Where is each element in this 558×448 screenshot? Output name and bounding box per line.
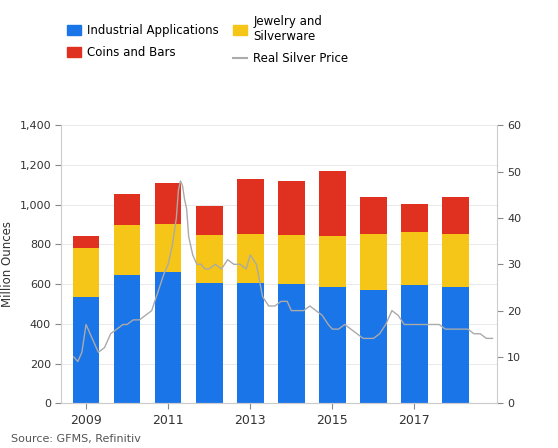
- Bar: [319, 236, 346, 287]
- Bar: [278, 235, 305, 284]
- Bar: [73, 236, 99, 249]
- Bar: [360, 290, 387, 403]
- Bar: [73, 297, 99, 403]
- Bar: [114, 224, 141, 275]
- Y-axis label: Million Ounces: Million Ounces: [1, 221, 14, 307]
- Bar: [237, 179, 263, 234]
- Bar: [196, 206, 223, 235]
- Bar: [401, 232, 428, 285]
- Bar: [319, 172, 346, 236]
- Bar: [360, 234, 387, 290]
- Bar: [237, 234, 263, 283]
- Bar: [237, 283, 263, 403]
- Bar: [114, 194, 141, 224]
- Text: Source: GFMS, Refinitiv: Source: GFMS, Refinitiv: [11, 434, 141, 444]
- Bar: [155, 224, 181, 272]
- Bar: [401, 204, 428, 232]
- Bar: [319, 287, 346, 403]
- Bar: [114, 275, 141, 403]
- Bar: [196, 235, 223, 283]
- Bar: [442, 233, 469, 287]
- Bar: [442, 197, 469, 233]
- Bar: [196, 283, 223, 403]
- Bar: [401, 285, 428, 403]
- Bar: [360, 198, 387, 234]
- Legend: Industrial Applications, Coins and Bars, Jewelry and
Silverware, Real Silver Pri: Industrial Applications, Coins and Bars,…: [68, 15, 348, 65]
- Bar: [73, 249, 99, 297]
- Bar: [155, 272, 181, 403]
- Bar: [155, 183, 181, 224]
- Bar: [278, 284, 305, 403]
- Bar: [442, 287, 469, 403]
- Bar: [278, 181, 305, 235]
